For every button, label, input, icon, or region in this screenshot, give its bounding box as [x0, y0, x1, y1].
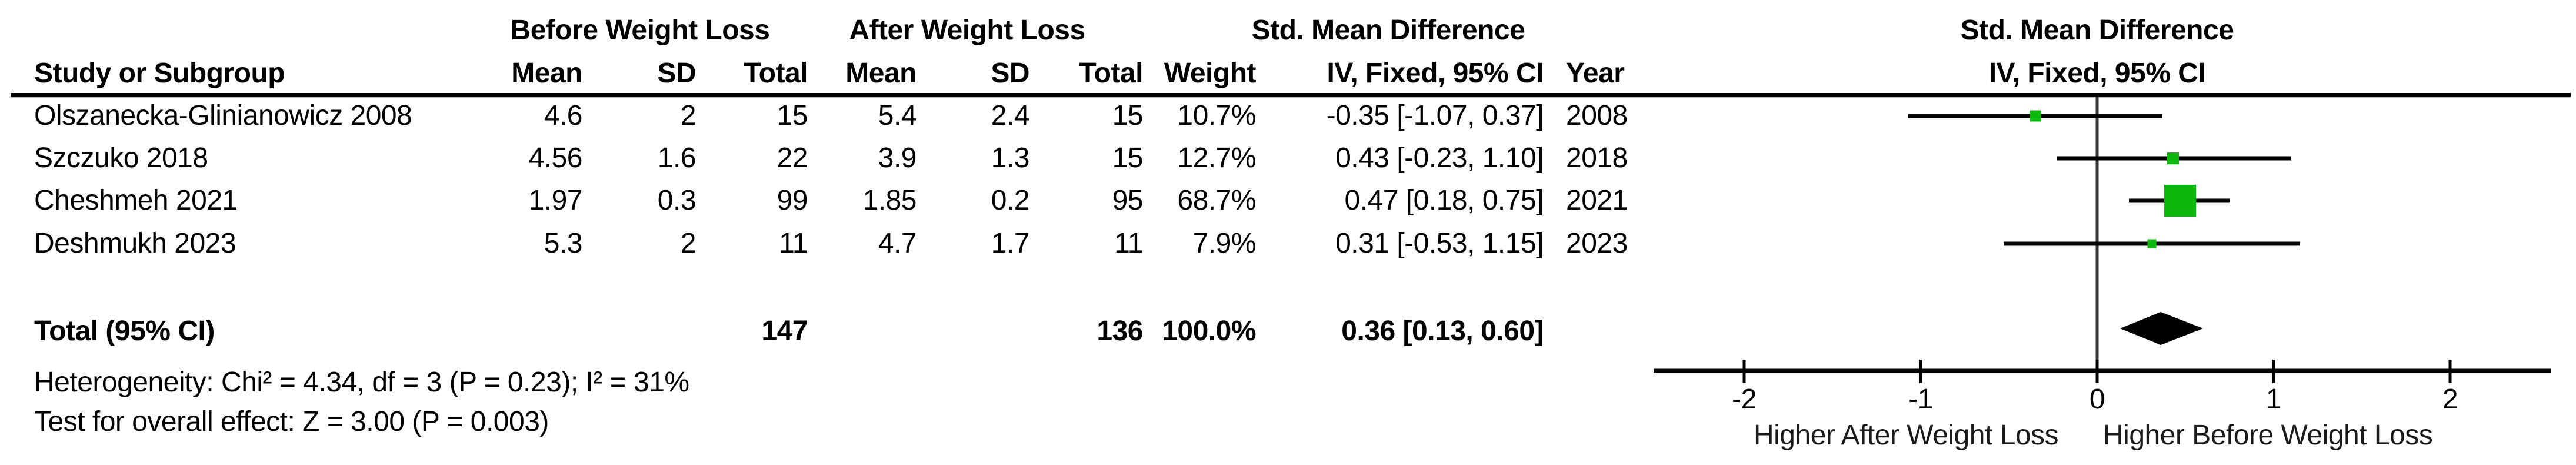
sd2-value: 1.3	[991, 142, 1030, 174]
effect-marker-square	[2147, 239, 2157, 248]
xlabel-right: Higher Before Weight Loss	[2103, 420, 2433, 451]
axis-tick-label: 1	[2266, 384, 2281, 415]
ci-value: 0.47 [0.18, 0.75]	[1344, 185, 1544, 216]
total2-value: 95	[1112, 185, 1144, 216]
total1-value: 11	[779, 228, 808, 259]
study-name: Deshmukh 2023	[34, 228, 236, 259]
study-name: Szczuko 2018	[34, 142, 208, 174]
effect-marker-square	[2164, 185, 2196, 217]
xlabel-left: Higher After Weight Loss	[1753, 420, 2059, 451]
col-header-mean1: Mean	[511, 58, 582, 89]
total1-value: 22	[777, 142, 808, 174]
mean2-value: 1.85	[862, 185, 917, 216]
effect-marker-square	[2030, 110, 2041, 122]
sd2-value: 1.7	[991, 228, 1030, 259]
forest-plot-canvas: -2 -1 0 1 2	[1654, 97, 2551, 415]
total1-value: 99	[777, 185, 808, 216]
col-header-year: Year	[1566, 58, 1625, 89]
col-header-total1: Total	[744, 58, 808, 89]
year-value: 2023	[1566, 228, 1628, 259]
col-header-ci: IV, Fixed, 95% CI	[1327, 58, 1544, 89]
weight-value: 10.7%	[1177, 100, 1256, 131]
effect-marker-square	[2167, 152, 2179, 164]
effect-header-table: Std. Mean Difference	[1251, 15, 1525, 46]
header-rule-shadow	[11, 97, 2571, 98]
weight-value: 7.9%	[1192, 228, 1257, 259]
mean2-value: 4.7	[878, 228, 917, 259]
effect-header-plot: Std. Mean Difference	[1960, 15, 2234, 46]
mean2-value: 5.4	[878, 100, 917, 131]
total2-value: 11	[1114, 228, 1143, 259]
total-n-before: 147	[761, 315, 808, 347]
header-rule	[11, 93, 2571, 97]
col-header-total2: Total	[1079, 58, 1143, 89]
total1-value: 15	[777, 100, 808, 131]
group-header-after: After Weight Loss	[849, 15, 1085, 46]
study-name: Cheshmeh 2021	[34, 185, 238, 216]
sd1-value: 2	[680, 228, 697, 259]
total2-value: 15	[1112, 142, 1144, 174]
col-header-study: Study or Subgroup	[34, 58, 285, 89]
mean1-value: 1.97	[528, 185, 583, 216]
axis-tick-label: -2	[1732, 384, 1757, 415]
sd2-value: 2.4	[991, 100, 1030, 131]
total-weight: 100.0%	[1162, 315, 1256, 347]
total2-value: 15	[1112, 100, 1144, 131]
overall-effect-text: Test for overall effect: Z = 3.00 (P = 0…	[34, 406, 549, 437]
mean1-value: 4.56	[528, 142, 583, 174]
weight-value: 12.7%	[1177, 142, 1256, 174]
year-value: 2008	[1566, 100, 1628, 131]
sd1-value: 1.6	[657, 142, 697, 174]
col-header-sd1: SD	[657, 58, 696, 89]
ci-value: 0.43 [-0.23, 1.10]	[1335, 142, 1544, 174]
ci-value: -0.35 [-1.07, 0.37]	[1326, 100, 1544, 131]
sd1-value: 0.3	[657, 185, 697, 216]
year-value: 2018	[1566, 142, 1628, 174]
year-value: 2021	[1566, 185, 1628, 216]
sd1-value: 2	[680, 100, 697, 131]
weight-value: 68.7%	[1177, 185, 1256, 216]
mean1-value: 5.3	[544, 228, 583, 259]
total-n-after: 136	[1097, 315, 1143, 347]
plot-ci-header: IV, Fixed, 95% CI	[1988, 58, 2206, 89]
axis-tick-label: 0	[2090, 384, 2105, 415]
group-header-before: Before Weight Loss	[510, 15, 770, 46]
summary-diamond	[2120, 312, 2203, 345]
col-header-mean2: Mean	[845, 58, 917, 89]
axis-tick-label: 2	[2442, 384, 2458, 415]
axis-tick-label: -1	[1908, 384, 1933, 415]
col-header-weight: Weight	[1164, 58, 1257, 89]
total-label: Total (95% CI)	[34, 315, 215, 347]
mean2-value: 3.9	[878, 142, 917, 174]
ci-value: 0.31 [-0.53, 1.15]	[1335, 228, 1544, 259]
study-name: Olszanecka-Glinianowicz 2008	[34, 100, 412, 131]
heterogeneity-text: Heterogeneity: Chi² = 4.34, df = 3 (P = …	[34, 367, 689, 398]
total-ci: 0.36 [0.13, 0.60]	[1341, 315, 1544, 347]
sd2-value: 0.2	[991, 185, 1030, 216]
col-header-sd2: SD	[991, 58, 1029, 89]
mean1-value: 4.6	[544, 100, 583, 131]
